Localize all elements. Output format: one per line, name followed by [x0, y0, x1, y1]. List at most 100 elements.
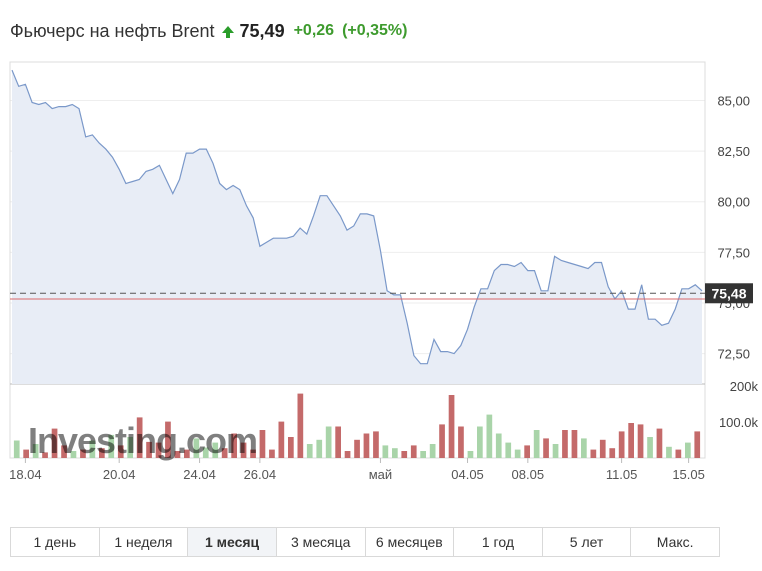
volume-bar [685, 442, 691, 458]
volume-bar [127, 437, 133, 458]
price-tick-label: 82,50 [717, 144, 750, 159]
volume-axis: 200k 100.0k [719, 379, 759, 430]
volume-bar [609, 448, 616, 458]
time-tick-label: 11.05 [606, 467, 638, 482]
volume-bar [108, 434, 115, 458]
volume-bar [420, 451, 426, 458]
volume-bars [13, 393, 701, 458]
volume-bar [656, 428, 663, 458]
volume-bar [363, 433, 370, 458]
volume-bar [401, 451, 408, 458]
volume-bar [458, 426, 464, 458]
volume-bar [184, 449, 190, 458]
price-change: +0,26 [293, 22, 335, 39]
time-tick-label: 20.04 [103, 467, 136, 482]
volume-bar [212, 442, 219, 458]
instrument-header: Фьючерс на нефть Brent 75,49 +0,26 (+0,3… [10, 18, 415, 44]
period-selector: 1 день 1 неделя 1 месяц 3 месяца 6 месяц… [10, 527, 720, 557]
volume-bar [477, 426, 483, 458]
volume-bar [562, 430, 568, 458]
volume-bar [373, 431, 379, 458]
period-1m[interactable]: 1 месяц [188, 528, 277, 556]
volume-bar [70, 451, 77, 458]
period-max[interactable]: Макс. [656, 534, 694, 550]
period-1w[interactable]: 1 неделя [100, 528, 189, 556]
volume-bar [486, 414, 493, 458]
volume-tick-label: 100.0k [719, 415, 759, 430]
volume-bar [467, 451, 474, 458]
volume-bar [42, 452, 48, 458]
volume-bar [61, 445, 67, 458]
price-tick-label: 85,00 [717, 93, 750, 108]
volume-bar [269, 449, 275, 458]
volume-bar [618, 431, 625, 458]
period-6m[interactable]: 6 месяцев [366, 528, 455, 556]
volume-bar [231, 433, 237, 458]
volume-bar [675, 449, 682, 458]
volume-bar [524, 445, 530, 458]
price-area [12, 70, 702, 384]
volume-bar [354, 439, 360, 458]
volume-bar [136, 417, 143, 458]
volume-bar [505, 442, 512, 458]
volume-bar [392, 448, 398, 458]
volume-bar [694, 431, 701, 458]
watermark: Investing.com [28, 420, 257, 461]
time-tick-label: 24.04 [183, 467, 216, 482]
last-price-label: 75,48 [711, 285, 746, 301]
volume-bar [647, 437, 653, 458]
time-tick-label: 08.05 [512, 467, 545, 482]
volume-bar [174, 451, 181, 458]
volume-bar [637, 424, 644, 458]
volume-bar [23, 449, 29, 458]
volume-bar [429, 444, 436, 458]
volume-tick-label: 200k [730, 379, 759, 394]
volume-bar [221, 448, 228, 458]
time-tick-label: 26.04 [244, 467, 277, 482]
volume-bar [240, 442, 247, 458]
volume-bar [628, 423, 634, 458]
volume-bar [533, 430, 540, 458]
volume-bar [51, 428, 58, 458]
volume-bar [278, 421, 285, 458]
time-tick-label: 15.05 [672, 467, 705, 482]
volume-bar [552, 444, 559, 458]
volume-bar [202, 447, 209, 458]
volume-bar [335, 426, 341, 458]
time-tick-label: май [369, 467, 392, 482]
volume-bar [448, 395, 455, 458]
volume-bar [543, 438, 549, 458]
volume-bar [382, 445, 389, 458]
period-1y[interactable]: 1 год [454, 528, 543, 556]
volume-bar [590, 449, 597, 458]
volume-bar [316, 439, 323, 458]
period-5y[interactable]: 5 лет [543, 528, 632, 556]
price-chart[interactable]: Investing.com 85,0082,5080,0077,5075,007… [0, 56, 762, 496]
last-price-marker: 75,48 [705, 283, 753, 304]
volume-bar [99, 448, 105, 458]
volume-bar [155, 442, 162, 458]
last-price: 75,49 [239, 20, 285, 41]
volume-bar [344, 451, 351, 458]
price-tick-label: 80,00 [717, 195, 750, 210]
volume-bar [259, 430, 266, 458]
volume-bar [581, 438, 587, 458]
volume-bar [666, 446, 672, 458]
volume-bar [165, 421, 171, 458]
price-line [11, 69, 703, 365]
volume-bar [514, 449, 521, 458]
price-tick-label: 72,50 [717, 347, 750, 362]
volume-bar [117, 445, 124, 458]
period-1d[interactable]: 1 день [11, 528, 100, 556]
up-arrow-icon [221, 25, 234, 38]
volume-bar [80, 449, 86, 458]
period-3m[interactable]: 3 месяца [277, 528, 366, 556]
volume-bar [193, 438, 200, 458]
volume-bar [495, 433, 502, 458]
price-change-percent: (+0,35%) [342, 22, 408, 39]
volume-bar [288, 437, 294, 458]
time-axis: 18.04 20.04 24.04 26.04 май 04.05 08.05 11.05 15… [9, 458, 705, 482]
volume-bar [306, 444, 313, 458]
volume-bar [439, 424, 445, 458]
